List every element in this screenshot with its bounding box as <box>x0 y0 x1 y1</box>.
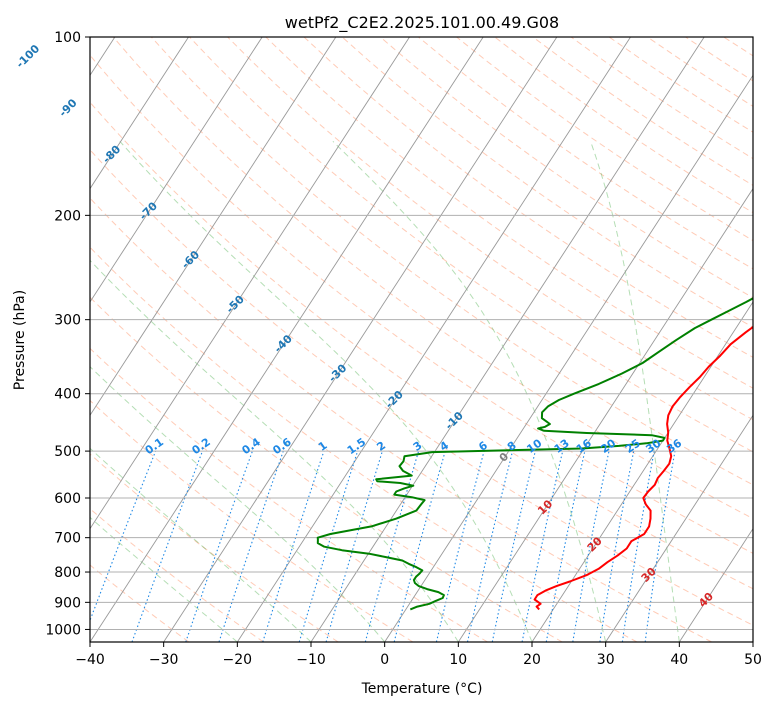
isotherm-line <box>457 187 753 642</box>
isotherm-line <box>531 301 753 642</box>
x-tick-label: 30 <box>597 652 615 668</box>
mixing-ratio-line <box>325 450 383 642</box>
y-tick-label: 300 <box>54 313 81 329</box>
pressure-grid <box>90 37 753 630</box>
y-tick-label: 600 <box>54 491 81 507</box>
plot-frame <box>89 36 754 643</box>
x-tick-label: 10 <box>449 652 467 668</box>
dry-adiabat <box>112 37 753 520</box>
y-tick-label: 400 <box>54 387 81 403</box>
isotherm-line <box>90 37 484 642</box>
isotherm-line <box>90 37 189 190</box>
dry-adiabat <box>90 246 638 642</box>
dry-adiabat <box>341 37 753 328</box>
isotherm-line <box>605 414 753 642</box>
mixing-ratio-line <box>435 450 485 642</box>
x-tick-label: −30 <box>149 652 179 668</box>
mixing-ratio-line <box>393 450 446 642</box>
isotherm-line <box>90 37 263 303</box>
y-tick-label: 900 <box>54 595 81 611</box>
isotherm-line <box>678 527 753 642</box>
y-tick-label: 500 <box>54 444 81 460</box>
y-axis-label: Pressure (hPa) <box>12 290 28 390</box>
plot-area <box>90 37 753 642</box>
y-tick-label: 700 <box>54 531 81 547</box>
dry-adiabat <box>90 347 488 642</box>
isotherm-line <box>752 641 753 642</box>
dry-adiabat <box>303 37 753 358</box>
x-tick-label: −40 <box>75 652 105 668</box>
x-tick-label: 50 <box>744 652 762 668</box>
dry-adiabat <box>90 508 264 642</box>
dry-adiabat <box>90 296 563 642</box>
mixing-ratio-line <box>185 450 253 642</box>
isotherm-line <box>90 37 410 530</box>
isotherm-line <box>310 37 705 642</box>
mixing-ratio-line <box>644 451 676 642</box>
mixing-ratio-line <box>491 450 536 642</box>
mixing-ratio-line <box>90 450 157 622</box>
dry-adiabat <box>150 37 753 486</box>
chart-title: wetPf2_C2E2.2025.101.00.49.G08 <box>285 13 559 33</box>
mixing-ratio-line <box>218 450 284 642</box>
x-axis-label: Temperature (°C) <box>361 681 483 697</box>
isotherm-label: -90 <box>56 96 79 119</box>
isotherm-line <box>384 74 753 642</box>
x-axis: −40 −30 −20 −10 0 10 20 30 40 50 <box>75 642 762 668</box>
y-tick-label: 100 <box>54 30 81 46</box>
dry-adiabat <box>265 37 753 389</box>
isotherm-line <box>163 37 558 642</box>
dry-adiabat <box>762 37 775 642</box>
dry-adiabat <box>90 149 753 626</box>
temperature-profile <box>533 325 753 611</box>
y-tick-label: 1000 <box>45 622 81 638</box>
x-tick-label: −20 <box>223 652 253 668</box>
isotherm-line <box>236 37 631 642</box>
dry-adiabat <box>90 101 753 590</box>
y-axis: 100 200 300 400 500 600 700 800 900 1000 <box>45 30 90 638</box>
x-tick-label: 0 <box>380 652 389 668</box>
dry-adiabat <box>90 197 712 642</box>
isotherm-line <box>90 37 337 417</box>
x-tick-label: 40 <box>670 652 688 668</box>
y-tick-label: 800 <box>54 565 81 581</box>
isotherm-label: -100 <box>14 42 43 71</box>
x-tick-label: −10 <box>296 652 326 668</box>
mixing-ratio-line <box>131 450 204 642</box>
x-tick-label: 20 <box>523 652 541 668</box>
profiles <box>316 297 753 611</box>
dewpoint-profile <box>316 297 753 611</box>
mixing-ratio-line <box>262 450 325 642</box>
mixing-ratio-line <box>298 450 359 642</box>
mixing-ratio-line <box>466 450 514 642</box>
mixing-ratio-line <box>364 450 420 642</box>
y-tick-label: 200 <box>54 208 81 224</box>
